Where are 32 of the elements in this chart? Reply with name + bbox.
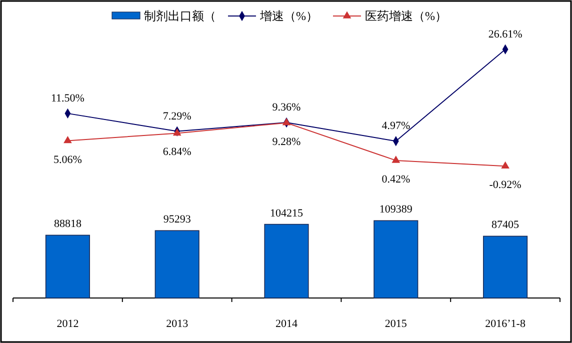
bar (483, 236, 528, 298)
x-tick-label: 2013 (166, 318, 189, 330)
data-label: 26.61% (488, 28, 522, 40)
point (282, 118, 291, 126)
x-tick-label: 2014 (276, 318, 298, 330)
x-tick-label: 2016’1-8 (485, 318, 526, 330)
data-label: 0.42% (382, 173, 410, 186)
x-tick-label: 2012 (56, 318, 79, 330)
data-label: 9.36% (272, 102, 301, 114)
data-label: -0.92% (489, 179, 522, 192)
data-label: 87405 (492, 219, 520, 232)
data-label: 104215 (270, 207, 304, 220)
data-label: 6.84% (162, 146, 192, 158)
data-label: 109389 (379, 204, 413, 216)
legend-label: 医药增速（%） (365, 9, 447, 23)
legend-label: 制剂出口额（ (144, 9, 216, 23)
bar (154, 230, 200, 298)
point (64, 136, 72, 144)
data-label: 88818 (54, 218, 82, 230)
legend-label: 增速（%） (259, 9, 318, 23)
bar (374, 220, 418, 298)
data-label: 4.97% (382, 120, 410, 132)
point (501, 161, 510, 169)
data-label: 95293 (163, 214, 192, 226)
x-tick-label: 2015 (384, 318, 408, 330)
bar (264, 224, 309, 298)
point (392, 156, 400, 163)
bar (45, 234, 90, 298)
data-label: 9.28% (272, 136, 301, 148)
data-label: 7.29% (162, 110, 192, 122)
data-label: 11.50% (50, 92, 84, 104)
data-label: 5.06% (53, 154, 82, 166)
